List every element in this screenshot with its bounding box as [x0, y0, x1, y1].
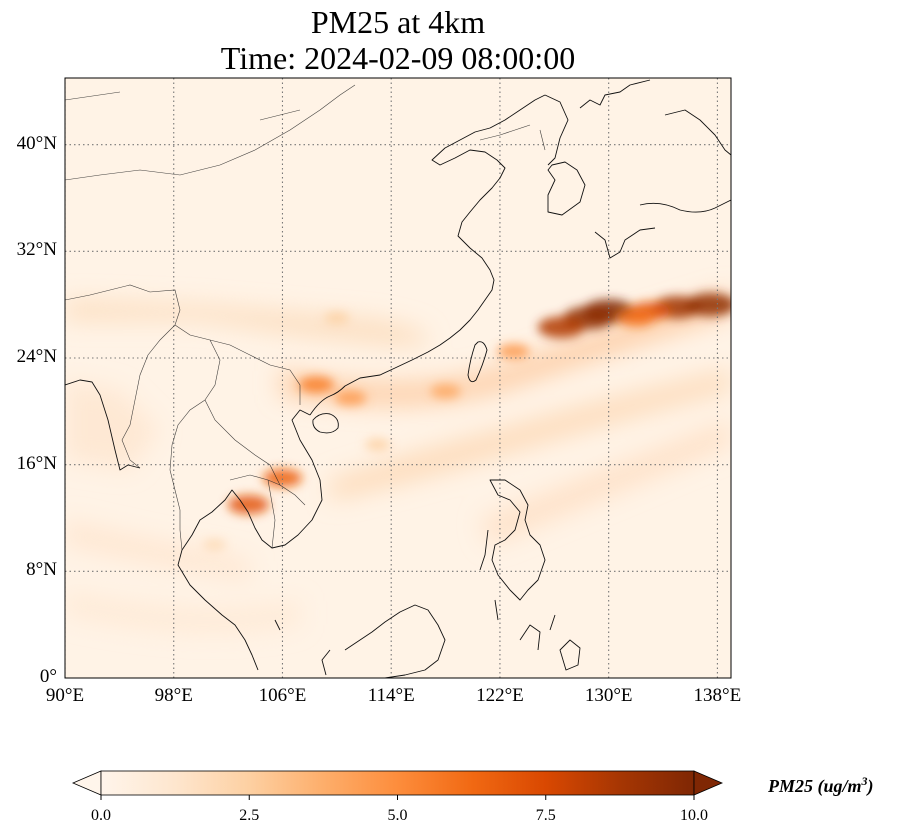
lon-tick-label: 138°E — [693, 685, 742, 706]
pm25-plume — [617, 309, 655, 327]
colorbar-tick-label: 10.0 — [680, 807, 708, 824]
pm25-plume — [324, 312, 350, 324]
colorbar-high-extend — [693, 770, 724, 796]
map-background — [65, 78, 731, 678]
lat-tick-label: 32°N — [16, 239, 57, 261]
pm25-plume — [685, 293, 731, 317]
colorbar-gradient — [100, 770, 695, 796]
pm25-plume — [298, 376, 335, 394]
pm25-plume — [365, 438, 391, 451]
lon-tick-label: 98°E — [154, 685, 193, 706]
pm25-plume — [227, 495, 270, 515]
lat-tick-label: 8°N — [26, 559, 57, 581]
plume-layer — [202, 293, 731, 551]
colorbar-label-text: PM25 (ug/m — [768, 776, 862, 796]
colorbar-low-extend — [71, 770, 102, 796]
colorbar-label: PM25 (ug/m3) — [768, 774, 874, 797]
lon-tick-label: 114°E — [367, 685, 415, 706]
lat-tick-label: 24°N — [16, 346, 57, 367]
lon-tick-label: 90°E — [45, 685, 85, 706]
colorbar-label-exponent: 3 — [861, 774, 868, 788]
map-frame — [64, 77, 732, 679]
lat-tick-label: 0° — [39, 666, 57, 687]
lat-tick-label: 40°N — [16, 132, 57, 154]
lat-tick-label: 16°N — [16, 452, 57, 474]
map-title: PM25 at 4km — [310, 4, 486, 40]
lon-tick-label: 130°E — [584, 685, 633, 706]
lon-tick-label: 122°E — [476, 685, 524, 706]
country-borders — [65, 84, 546, 551]
colorbar-tick-label: 0.0 — [91, 807, 111, 824]
lon-tick-label: 106°E — [258, 685, 307, 706]
map-timestamp: Time: 2024-02-09 08:00:00 — [220, 40, 576, 76]
pm25-plume — [262, 468, 303, 488]
pm25-plume — [334, 390, 367, 406]
pm25-plume — [430, 384, 461, 399]
coastlines — [65, 79, 731, 678]
colorbar-tick-label: 5.0 — [387, 807, 408, 824]
pm25-plume — [537, 316, 585, 339]
pm25-plume — [497, 343, 530, 359]
pm25-plume — [202, 539, 227, 551]
colorbar-tick-label: 2.5 — [239, 807, 260, 824]
colorbar-label-close: ) — [867, 776, 874, 796]
colorbar-tick-label: 7.5 — [535, 807, 556, 824]
haze-layer — [65, 290, 731, 633]
